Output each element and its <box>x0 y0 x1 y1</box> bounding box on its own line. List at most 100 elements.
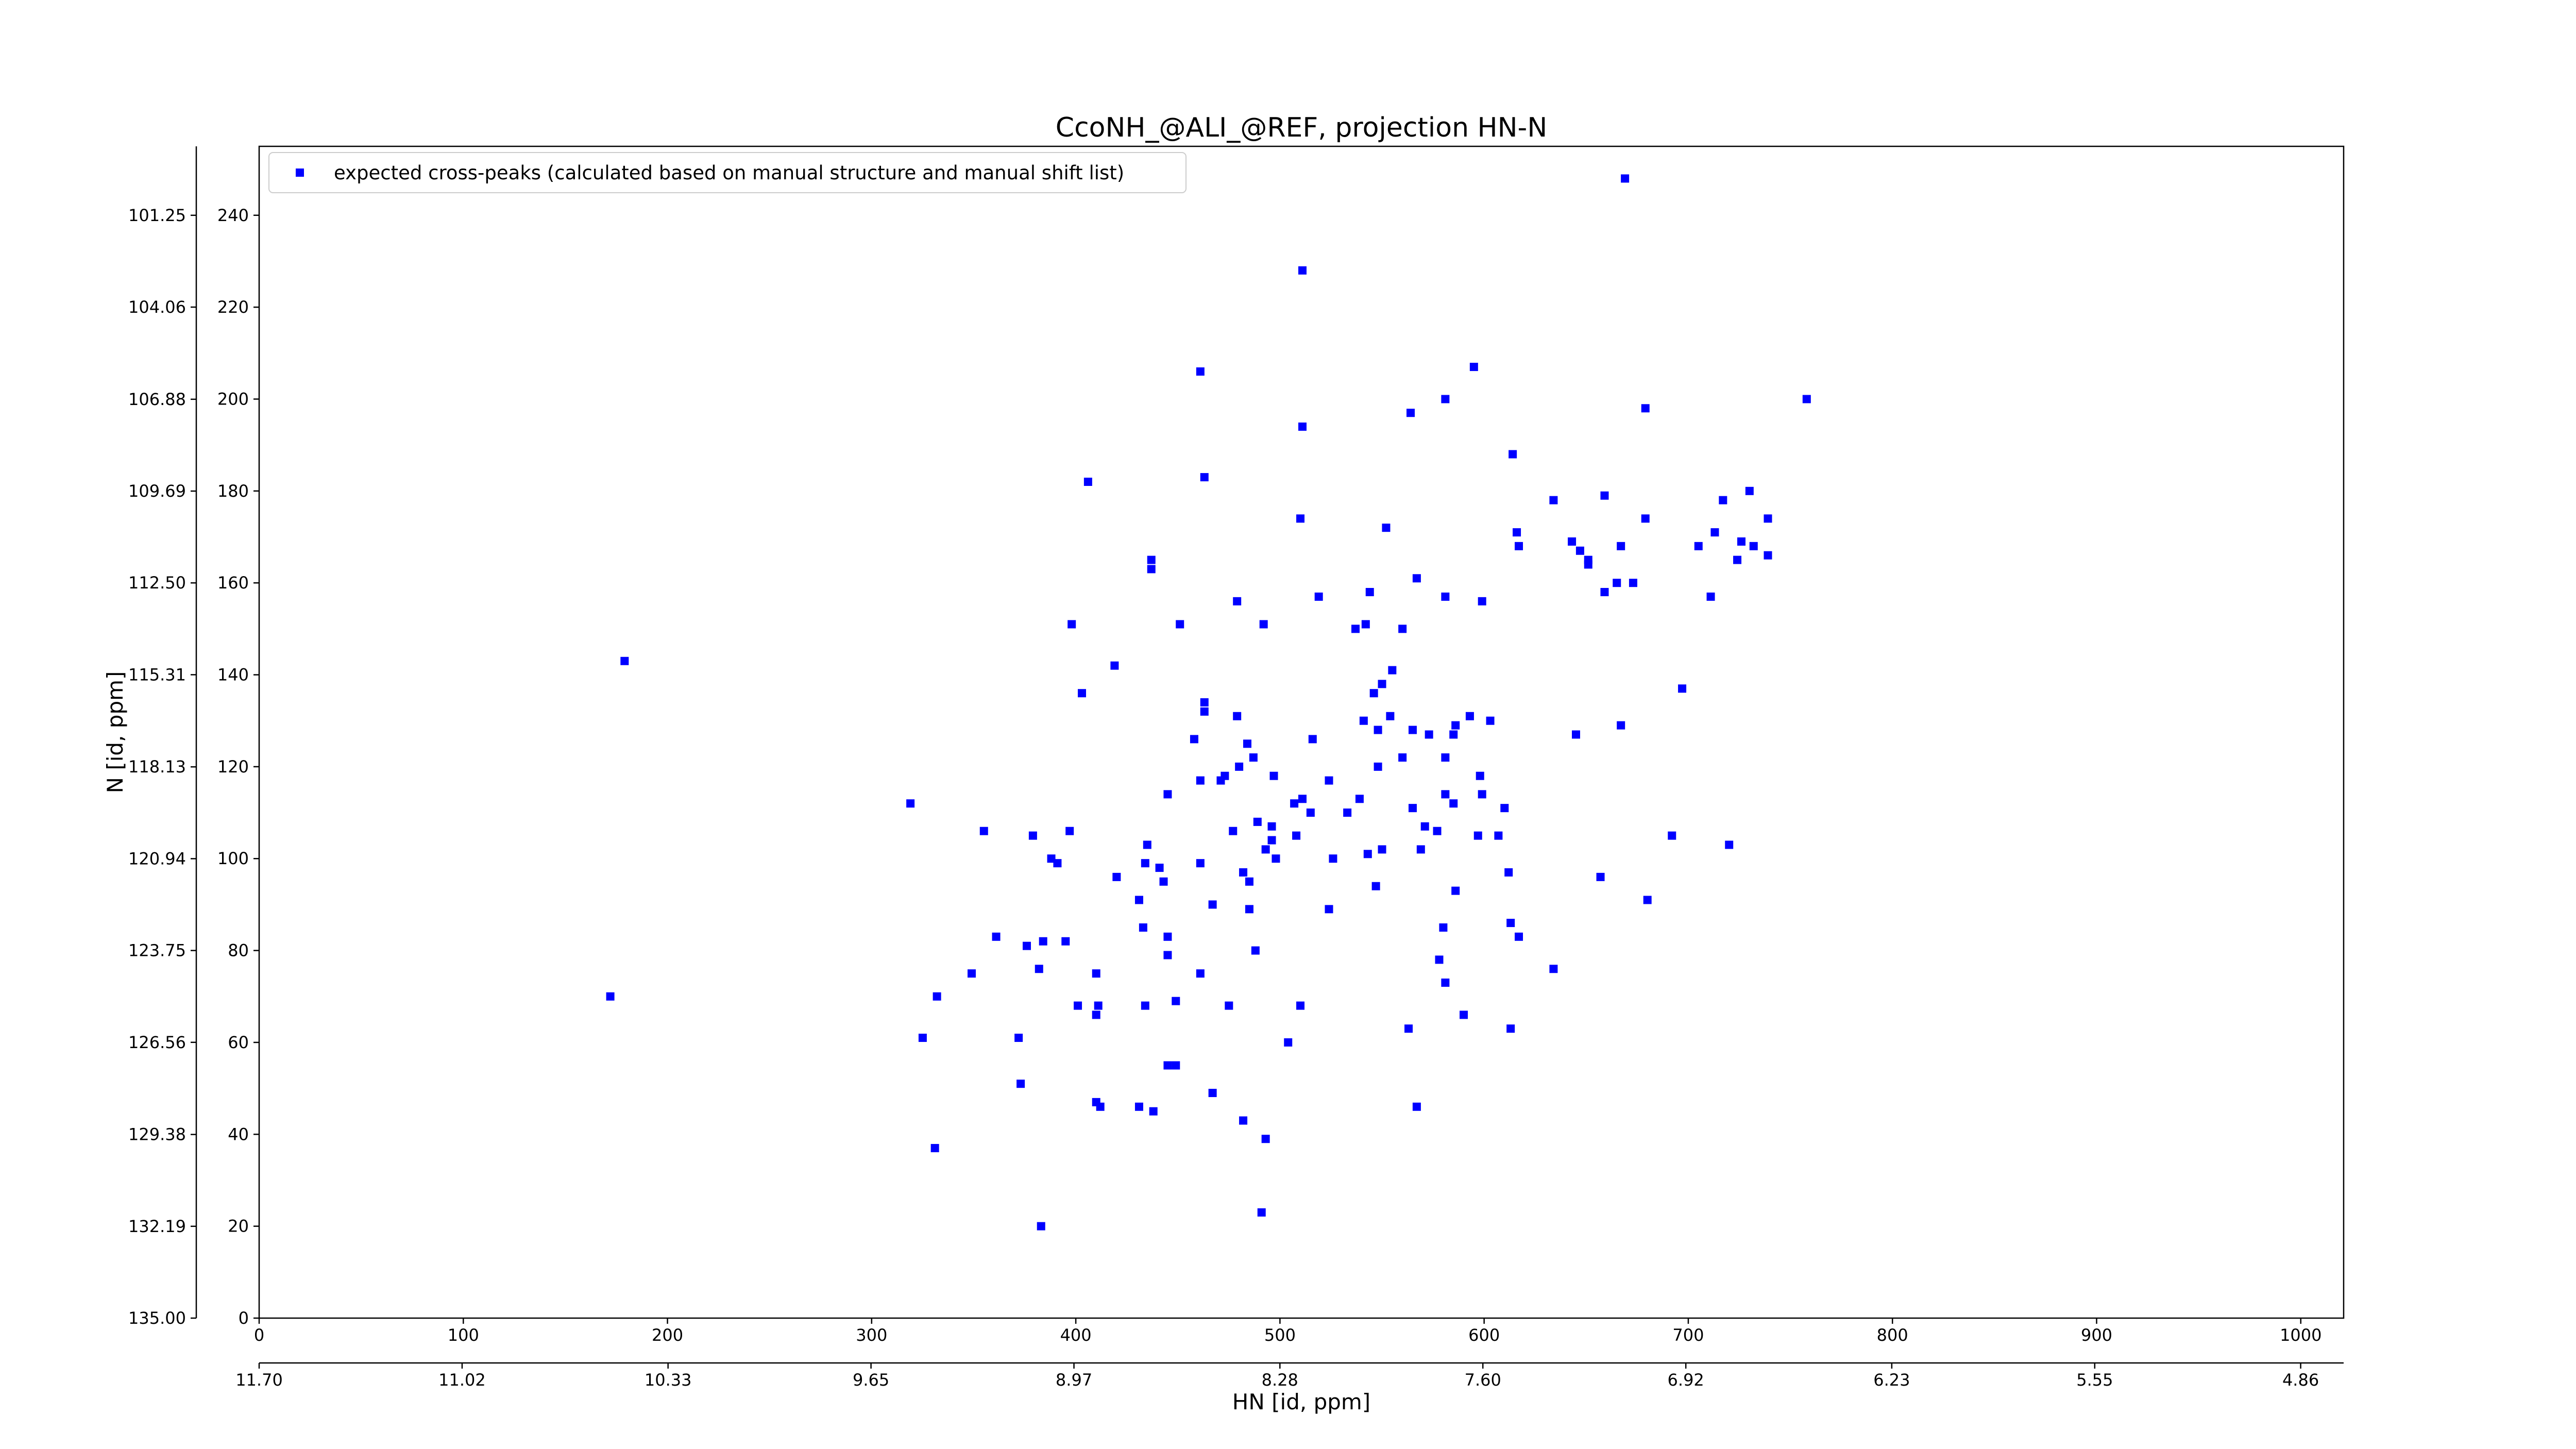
cross-peak <box>1257 1208 1266 1217</box>
cross-peak <box>1506 919 1515 928</box>
cross-peak <box>1014 1034 1023 1042</box>
cross-peak <box>1141 1001 1149 1010</box>
cross-peak <box>1190 735 1198 744</box>
cross-peak <box>1308 735 1317 744</box>
cross-peak <box>1449 730 1458 739</box>
cross-peak <box>1035 965 1043 973</box>
y-tick-label: 40 <box>228 1124 249 1144</box>
cross-peak <box>1439 923 1448 932</box>
cross-peak <box>1139 923 1147 932</box>
cross-peak <box>1668 831 1676 840</box>
cross-peak <box>1451 886 1460 895</box>
cross-peak <box>1147 555 1156 564</box>
cross-peak <box>1435 955 1444 964</box>
cross-peak <box>1374 762 1382 771</box>
cross-peak <box>1382 524 1391 532</box>
cross-peak <box>1284 1038 1293 1047</box>
x2-tick-label: 4.86 <box>2282 1370 2319 1390</box>
cross-peak <box>1764 514 1772 523</box>
cross-peak <box>1296 514 1305 523</box>
cross-peak <box>1476 771 1484 780</box>
cross-peak <box>1259 620 1268 629</box>
cross-peak <box>1359 716 1368 725</box>
cross-peak <box>1196 367 1205 376</box>
y-tick-label: 80 <box>228 941 249 961</box>
cross-peak <box>1208 1089 1217 1098</box>
cross-peak <box>1163 1061 1172 1070</box>
cross-peak <box>1460 1010 1468 1019</box>
cross-peak <box>1200 707 1209 716</box>
cross-peak <box>1134 896 1143 904</box>
cross-peak <box>1196 859 1205 868</box>
x2-tick-label: 8.28 <box>1262 1370 1298 1390</box>
cross-peak <box>1449 799 1458 808</box>
x-tick-label: 400 <box>1060 1325 1092 1345</box>
cross-peak <box>1494 831 1503 840</box>
cross-peak <box>1269 771 1278 780</box>
cross-peak <box>1764 551 1772 560</box>
cross-peak <box>1083 477 1092 486</box>
legend-box <box>268 152 1187 193</box>
cross-peak <box>1600 588 1609 597</box>
cross-peak <box>1296 1001 1305 1010</box>
cross-peak <box>1200 473 1209 482</box>
cross-peak <box>918 1034 927 1042</box>
x-tick-label: 500 <box>1264 1325 1296 1345</box>
cross-peak <box>1134 1102 1143 1111</box>
cross-peak <box>1478 597 1486 605</box>
cross-peak <box>1053 859 1062 868</box>
cross-peak <box>1515 932 1523 941</box>
cross-peak <box>1143 840 1151 849</box>
cross-peak <box>1361 620 1370 629</box>
cross-peak <box>1412 574 1421 583</box>
cross-peak <box>1096 1102 1105 1111</box>
cross-peak <box>1641 404 1650 413</box>
cross-peak <box>1441 979 1450 987</box>
cross-peak <box>1473 831 1482 840</box>
y-tick-label: 60 <box>228 1033 249 1052</box>
cross-peak <box>1261 1135 1270 1143</box>
cross-peak <box>1515 542 1523 550</box>
cross-peak <box>1412 1102 1421 1111</box>
cross-peak <box>1549 965 1558 973</box>
cross-peak <box>1629 579 1637 587</box>
cross-peak <box>1267 836 1276 845</box>
y-tick-label: 140 <box>217 665 249 685</box>
cross-peak <box>1378 845 1386 854</box>
cross-peak <box>1208 900 1217 909</box>
cross-peak <box>1239 868 1248 877</box>
cross-peak <box>1408 726 1417 734</box>
cross-peak <box>1216 776 1225 785</box>
cross-peak <box>1163 790 1172 799</box>
cross-peak <box>1486 716 1495 725</box>
cross-peak <box>1575 546 1584 555</box>
y2-tick-label: 112.50 <box>128 573 186 593</box>
cross-peak <box>1451 721 1460 730</box>
cross-peak <box>1506 1024 1515 1033</box>
y-tick-label: 120 <box>217 757 249 777</box>
x-tick-label: 700 <box>1672 1325 1704 1345</box>
cross-peak <box>1023 941 1031 950</box>
cross-peak <box>1363 850 1372 858</box>
cross-peak <box>1441 395 1450 403</box>
cross-peak <box>1016 1080 1025 1088</box>
x2-tick-label: 6.23 <box>1873 1370 1910 1390</box>
cross-peak <box>1509 450 1517 459</box>
cross-peak <box>1039 937 1047 946</box>
y-tick-label: 0 <box>239 1308 249 1328</box>
cross-peak <box>968 969 976 978</box>
x-tick-label: 600 <box>1468 1325 1500 1345</box>
cross-peak <box>1147 565 1156 574</box>
x2-tick-label: 9.65 <box>853 1370 889 1390</box>
cross-peak <box>979 827 988 835</box>
cross-peak <box>1416 845 1425 854</box>
cross-peak <box>1200 698 1209 707</box>
cross-peak <box>1749 542 1758 550</box>
cross-peak <box>1549 496 1558 504</box>
cross-peak <box>1641 514 1650 523</box>
cross-peak <box>1408 804 1417 813</box>
legend-label: expected cross-peaks (calculated based o… <box>334 162 1124 184</box>
cross-peak <box>906 799 915 808</box>
cross-peak <box>1745 486 1754 495</box>
cross-peak <box>1229 827 1238 835</box>
